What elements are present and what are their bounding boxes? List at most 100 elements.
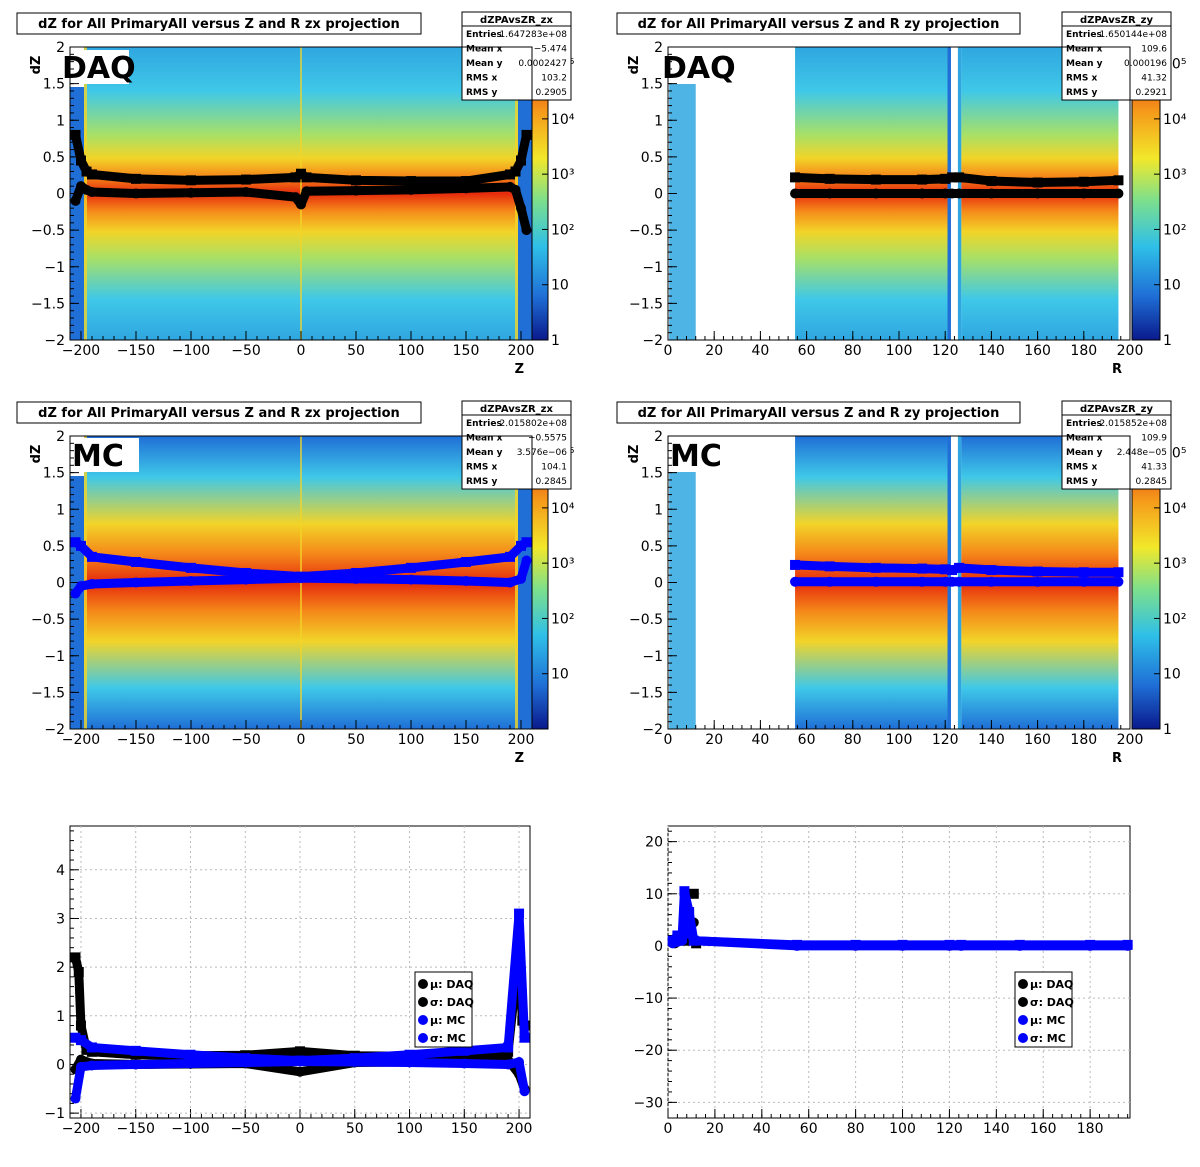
x-tick-label: 200 <box>506 1121 533 1137</box>
y-tick-label: 10 <box>645 887 663 903</box>
x-tick-label: −50 <box>230 1121 260 1137</box>
series-1 <box>790 172 1124 199</box>
data-point <box>505 169 515 180</box>
data-point <box>897 939 908 950</box>
heatmap-edge-right <box>518 476 532 729</box>
x-tick-label: 120 <box>932 343 959 359</box>
data-point <box>516 540 526 551</box>
axes-3: 0 20 40 60 80 100 120 140 160 180 200−2−1.5−1−0.50… <box>627 429 1143 766</box>
x-tick-label: 40 <box>751 732 769 748</box>
data-point <box>824 173 835 184</box>
data-point <box>186 175 196 186</box>
data-point <box>514 1057 525 1068</box>
stats-value: 0.000196 <box>1124 59 1167 69</box>
y-tick-label: 3 <box>56 911 65 927</box>
stats-key: RMS x <box>466 74 498 84</box>
dataset-tag: DAQ <box>662 51 736 86</box>
palette-tick-label: 10 <box>551 667 569 683</box>
data-point <box>459 1045 470 1056</box>
x-tick-label: 40 <box>751 343 769 359</box>
stats-key: Entries <box>1066 419 1102 429</box>
data-point <box>290 192 301 203</box>
series-2 <box>70 537 532 599</box>
data-point <box>459 1051 470 1062</box>
palette-tick-label: 10³ <box>551 167 574 183</box>
x-axis-label: R <box>1112 362 1122 377</box>
data-point <box>1113 576 1124 587</box>
y-tick-label: −1.5 <box>629 685 663 701</box>
data-point <box>1032 188 1043 199</box>
data-point <box>351 175 361 186</box>
series-0 <box>70 129 532 236</box>
y-tick-label: 0.5 <box>43 539 65 555</box>
data-point <box>70 588 81 599</box>
data-point <box>1032 566 1043 577</box>
data-point <box>917 174 928 185</box>
data-point <box>684 907 695 918</box>
data-point <box>1032 576 1043 587</box>
data-point <box>186 576 196 587</box>
series-3 <box>790 559 1124 587</box>
data-point <box>521 225 532 236</box>
palette-tick-label: 10⁴ <box>1163 501 1187 517</box>
y-axis-label: dZ <box>29 445 44 464</box>
legend-marker <box>418 997 428 1007</box>
title-box <box>616 12 1021 35</box>
y-tick-label: −0.5 <box>629 223 663 239</box>
stats-value: 0.2845 <box>1136 477 1168 487</box>
data-point <box>824 188 835 199</box>
palette-tick-label: 10³ <box>551 556 574 572</box>
y-tick-label: −0.5 <box>629 612 663 628</box>
x-tick-label: 140 <box>978 732 1005 748</box>
palette-tick-label: 10 <box>551 278 569 294</box>
x-tick-label: 100 <box>889 1121 916 1137</box>
x-tick-label: 160 <box>1024 732 1051 748</box>
data-point <box>917 576 928 587</box>
x-tick-label: 100 <box>396 1121 423 1137</box>
data-point <box>954 576 965 587</box>
x-tick-label: 80 <box>847 1121 865 1137</box>
y-tick-label: 2 <box>56 40 65 56</box>
data-point <box>461 556 471 567</box>
axes-5: 0 20 40 60 80 100 120 140 160 180 −30 −20 −10 0 10 20 <box>633 825 1131 1137</box>
stats-key: RMS y <box>1066 477 1098 487</box>
y-tick-label: −2 <box>44 333 65 349</box>
data-point <box>521 129 532 140</box>
data-point <box>850 939 861 950</box>
tag-box <box>70 438 139 472</box>
y-tick-label: 2 <box>654 429 663 445</box>
legend-marker <box>1018 979 1028 989</box>
x-tick-label: −50 <box>231 732 261 748</box>
x-tick-label: 180 <box>1070 732 1097 748</box>
data-point <box>131 556 141 567</box>
legend-marker <box>1018 997 1028 1007</box>
legend-label: σ: MC <box>430 1032 466 1045</box>
data-point <box>70 537 81 548</box>
palette-tick-label: 10² <box>551 222 574 238</box>
x-tick-label: 60 <box>798 732 816 748</box>
legend-5: μ: DAQ σ: DAQ μ: MC σ: MC <box>1014 971 1074 1048</box>
dataset-tag: DAQ <box>62 51 136 86</box>
stats-value: 0.0002427 <box>518 59 567 69</box>
legend-marker <box>418 979 428 989</box>
x-tick-label: 50 <box>347 343 365 359</box>
y-tick-label: 0 <box>56 1057 65 1073</box>
data-point <box>870 562 881 573</box>
x-tick-label: 0 <box>664 1121 673 1137</box>
data-point <box>870 576 881 587</box>
data-point <box>514 908 525 919</box>
data-point <box>954 562 965 573</box>
data-point <box>677 933 688 944</box>
data-point <box>241 574 251 585</box>
y-tick-label: −10 <box>633 991 663 1007</box>
data-point <box>940 564 951 575</box>
y-tick-label: 0 <box>654 187 663 203</box>
x-tick-label: 120 <box>936 1121 963 1137</box>
data-point <box>86 1042 97 1053</box>
x-tick-label: 80 <box>844 732 862 748</box>
x-tick-label: −200 <box>62 1121 100 1137</box>
data-point <box>505 577 515 588</box>
x-tick-label: 200 <box>1117 343 1144 359</box>
x-tick-label: 60 <box>800 1121 818 1137</box>
